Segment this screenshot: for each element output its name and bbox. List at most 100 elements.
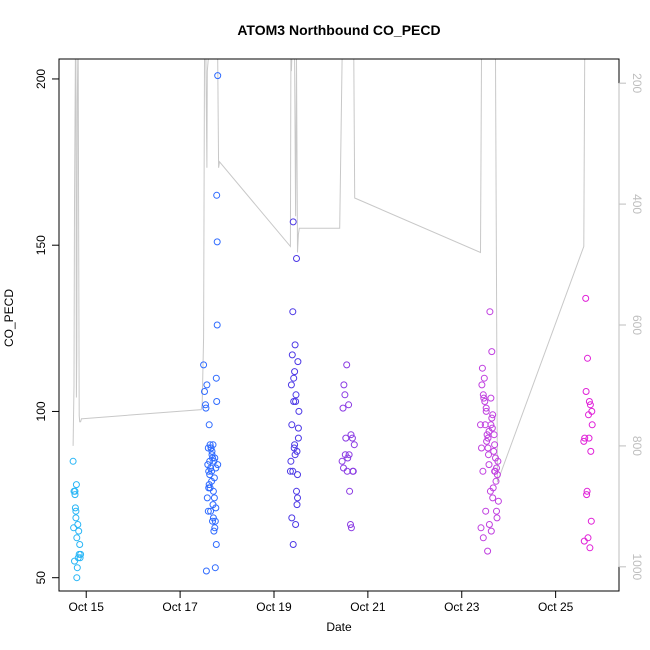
data-point <box>76 554 84 562</box>
data-point <box>74 554 82 562</box>
data-point <box>203 381 211 389</box>
data-point <box>491 467 499 475</box>
y-tick-label: 150 <box>34 235 48 255</box>
data-point <box>213 191 221 199</box>
data-point <box>294 358 302 366</box>
data-point <box>71 491 79 499</box>
data-point <box>483 437 491 445</box>
y-tick-label: 50 <box>34 571 48 585</box>
data-point <box>210 527 218 535</box>
data-point <box>75 527 83 535</box>
data-point <box>338 457 346 465</box>
data-point <box>72 514 80 522</box>
x-tick-label: Oct 15 <box>69 600 105 614</box>
data-point <box>482 404 490 412</box>
data-point <box>212 374 220 382</box>
data-point <box>479 534 487 542</box>
data-point <box>294 424 302 432</box>
right-axis-tick-label: 400 <box>630 194 644 214</box>
data-point <box>213 398 221 405</box>
data-point <box>206 441 214 449</box>
data-point <box>479 391 487 399</box>
data-point <box>588 421 596 429</box>
data-point <box>290 374 298 382</box>
data-point <box>349 467 357 475</box>
data-point <box>347 431 355 439</box>
data-point <box>493 507 500 515</box>
chart-title: ATOM3 Northbound CO_PECD <box>237 22 440 38</box>
data-point <box>291 368 299 376</box>
data-point <box>288 421 296 429</box>
data-point <box>73 574 81 582</box>
data-point <box>478 364 486 372</box>
data-point <box>480 374 488 382</box>
data-point <box>477 421 484 429</box>
data-point <box>585 411 592 419</box>
data-point <box>207 507 215 515</box>
data-point <box>295 407 303 415</box>
data-point <box>209 454 216 462</box>
data-point <box>341 391 349 399</box>
data-point <box>340 464 347 472</box>
data-point <box>74 521 82 528</box>
data-point <box>343 361 351 369</box>
data-point <box>294 434 302 442</box>
data-point <box>288 351 296 359</box>
data-point <box>477 524 485 532</box>
data-point <box>71 487 79 495</box>
data-point <box>585 434 593 442</box>
data-point <box>486 487 494 495</box>
data-point <box>494 457 502 465</box>
data-point <box>485 461 493 469</box>
data-point <box>348 434 356 442</box>
data-point <box>203 494 211 502</box>
data-point <box>293 501 301 509</box>
data-point <box>580 537 588 545</box>
right-axis-tick-label: 600 <box>630 315 644 335</box>
data-point <box>484 434 492 442</box>
data-point <box>339 404 347 412</box>
data-point <box>201 388 208 395</box>
data-point <box>347 521 354 528</box>
data-point <box>71 504 79 512</box>
data-point <box>73 564 81 572</box>
data-point <box>340 381 348 389</box>
data-point <box>587 447 595 455</box>
data-point <box>484 444 492 452</box>
data-point <box>587 517 595 525</box>
data-point <box>204 461 212 469</box>
data-point <box>582 294 590 302</box>
data-point <box>72 507 80 515</box>
data-point <box>289 541 297 548</box>
data-point <box>212 541 220 548</box>
data-point <box>212 504 220 512</box>
altitude-trace-layer <box>72 59 593 483</box>
data-point <box>202 567 210 575</box>
data-point <box>292 398 300 405</box>
data-point <box>345 401 353 409</box>
data-point <box>287 457 295 465</box>
data-point <box>345 451 353 459</box>
x-tick-label: Oct 23 <box>444 600 480 614</box>
data-point <box>485 451 492 459</box>
data-point <box>200 361 208 369</box>
data-point <box>292 521 300 528</box>
data-point <box>289 218 297 226</box>
data-point <box>485 427 493 435</box>
data-point <box>202 404 210 412</box>
y-axis: 50 100 150 200 <box>34 69 60 585</box>
data-point <box>485 521 493 528</box>
altitude-trace-line <box>72 59 593 483</box>
data-point <box>478 381 486 389</box>
data-point <box>294 471 301 479</box>
data-point <box>293 255 300 262</box>
data-point <box>211 524 219 532</box>
data-point <box>341 451 349 459</box>
data-point <box>492 477 500 485</box>
data-point <box>294 494 301 502</box>
data-point <box>291 451 299 459</box>
data-point <box>75 550 83 558</box>
data-point <box>209 514 217 522</box>
right-axis-tick-label: 1000 <box>630 553 644 580</box>
